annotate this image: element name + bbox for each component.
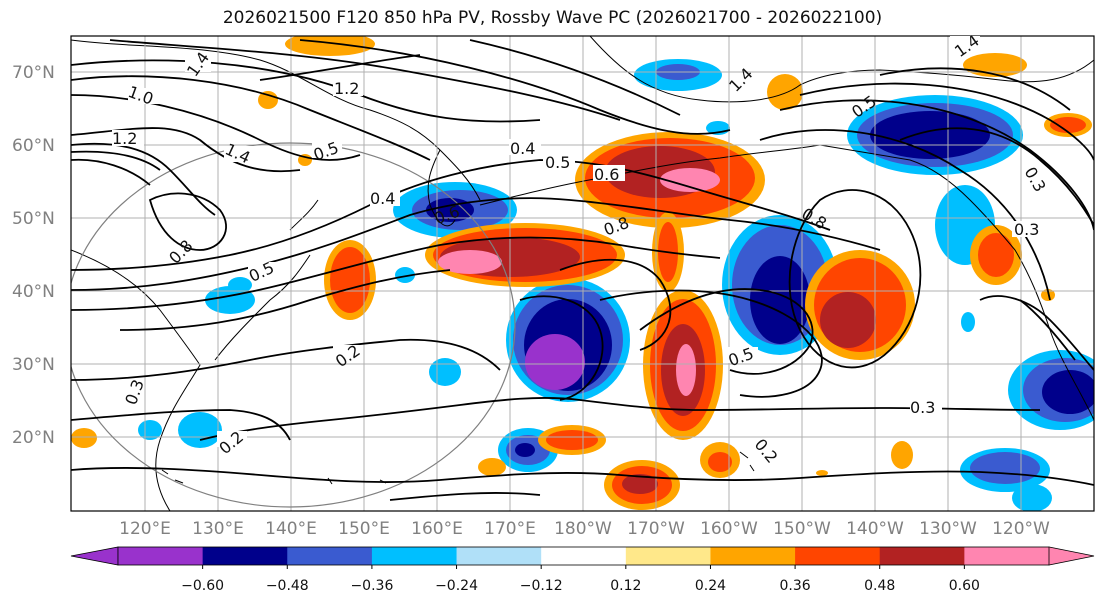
colorbar-swatch [456, 547, 542, 565]
lat-label: 30°N [12, 355, 55, 375]
positive-anomaly-northeast-pacific [805, 250, 915, 360]
contour-label: 1.2 [334, 79, 359, 98]
colorbar-tick-label: −0.24 [435, 578, 478, 594]
lat-label: 60°N [12, 136, 55, 156]
reference-circle [71, 142, 516, 508]
colorbar-swatch [625, 547, 711, 565]
colorbar-swatch [710, 547, 796, 565]
colorbar-swatch [287, 547, 373, 565]
colorbar: −0.60 −0.48 −0.36 −0.24 −0.12 0.12 0.24 0.36 0.4… [70, 546, 1095, 594]
gridlines [71, 36, 1094, 511]
lon-label: 170°E [484, 519, 536, 539]
colorbar-tick-label: 0.48 [864, 578, 895, 594]
aleutian-chain [479, 144, 821, 206]
lon-label: 160°E [411, 519, 463, 539]
colorbar-tick-label: −0.48 [266, 578, 309, 594]
colorbar-frame [117, 546, 1050, 566]
colorbar-tick-label: 0.36 [780, 578, 811, 594]
colorbar-tick-label: 0.24 [695, 578, 726, 594]
positive-anomaly-central [643, 212, 723, 440]
contour-label: 0.4 [370, 189, 395, 208]
colorbar-swatch [795, 547, 881, 565]
positive-anomaly-bering-sea [575, 132, 765, 228]
negative-anomaly-central-pacific [506, 278, 630, 402]
alaska-coast [589, 36, 1094, 421]
lon-label: 160°W [700, 519, 758, 539]
lat-label: 70°N [12, 63, 55, 83]
colorbar-swatch [964, 547, 1050, 565]
map-title: 2026021500 F120 850 hPa PV, Rossby Wave … [222, 8, 883, 28]
pv-contours [71, 39, 1094, 501]
asia-coast [71, 39, 481, 511]
lon-label: 180°W [554, 519, 612, 539]
contour-label: 0.5 [545, 153, 570, 172]
lon-label: 150°E [338, 519, 390, 539]
kamchatka-coast [427, 149, 456, 227]
contour-label: 0.4 [510, 139, 535, 158]
pv-shading [71, 36, 1094, 511]
lon-label: 120°E [119, 519, 171, 539]
colorbar-swatch [541, 547, 627, 565]
colorbar-swatch [371, 547, 458, 565]
colorbar-tick-label: 0.60 [949, 578, 980, 594]
coastlines [71, 36, 1094, 511]
colorbar-swatch [879, 547, 965, 565]
colorbar-tick-label: −0.60 [181, 578, 224, 594]
contour-label: 0.3 [910, 398, 935, 417]
lat-label: 50°N [12, 209, 55, 229]
longitude-labels: 120°E 130°E 140°E 150°E 160°E 170°E 180°… [119, 519, 1050, 539]
lon-label: 140°E [265, 519, 317, 539]
map-frame [70, 35, 1095, 512]
lon-label: 140°W [846, 519, 904, 539]
lon-label: 130°W [919, 519, 977, 539]
contour-labels: 1.4 1.2 1.0 1.2 1.4 1.4 1.4 0.6 0.5 0.4 … [112, 31, 1050, 467]
japan-coast [214, 199, 319, 361]
colorbar-tick-label: −0.36 [350, 578, 393, 594]
lat-label: 20°N [12, 428, 55, 448]
contour-label: 0.6 [594, 165, 619, 184]
colorbar-swatch [118, 547, 204, 565]
colorbar-tick-label: −0.12 [520, 578, 563, 594]
lon-label: 120°W [992, 519, 1050, 539]
lon-label: 170°W [627, 519, 685, 539]
lon-label: 150°W [773, 519, 831, 539]
contour-label: 0.3 [1014, 220, 1039, 239]
lat-label: 40°N [12, 282, 55, 302]
latitude-labels: 70°N 60°N 50°N 40°N 30°N 20°N [12, 63, 55, 448]
lon-label: 130°E [192, 519, 244, 539]
colorbar-extend-high [1048, 546, 1095, 566]
positive-anomaly-jet-entrance [425, 223, 625, 287]
colorbar-swatch [202, 547, 288, 565]
colorbar-extend-low [70, 546, 119, 566]
colorbar-tick-label: 0.12 [610, 578, 641, 594]
contour-label: 1.2 [112, 129, 137, 148]
